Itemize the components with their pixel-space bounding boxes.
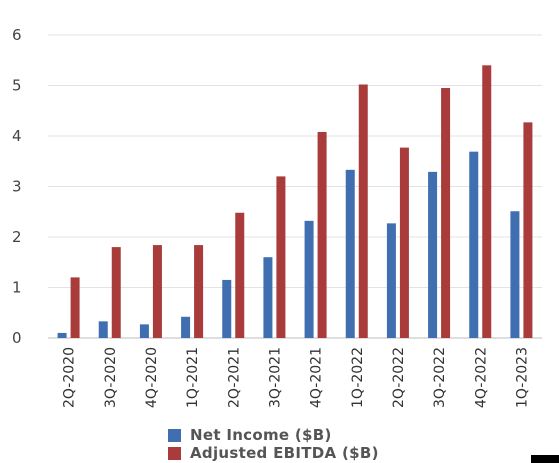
- y-tick-label: 5: [12, 77, 22, 95]
- bar-net-income: [510, 211, 520, 338]
- bar-net-income: [469, 151, 479, 338]
- y-tick-label: 4: [12, 127, 22, 145]
- gridlines: [48, 34, 542, 339]
- y-axis-ticks: 0 1 2 3 4 5 6: [12, 26, 22, 347]
- legend-label-net-income: Net Income ($B): [190, 426, 332, 444]
- x-tick-label: 1Q-2023: [514, 347, 530, 408]
- x-tick-label: 1Q-2022: [350, 347, 366, 408]
- bar-adjusted-ebitda: [399, 147, 409, 338]
- x-tick-label: 2Q-2021: [226, 347, 242, 408]
- bar-net-income: [263, 257, 273, 338]
- y-tick-label: 6: [12, 26, 22, 44]
- x-tick-label: 1Q-2021: [185, 347, 201, 408]
- y-tick-label: 1: [12, 279, 22, 297]
- bar-adjusted-ebitda: [111, 247, 121, 338]
- bar-adjusted-ebitda: [276, 176, 286, 338]
- legend-item-net-income: Net Income ($B): [168, 426, 379, 444]
- bar-net-income: [57, 332, 67, 338]
- bar-net-income: [222, 279, 232, 338]
- bar-net-income: [345, 169, 355, 338]
- bar-net-income: [98, 321, 108, 338]
- x-axis-ticks: 2Q-2020 3Q-2020 4Q-2020 1Q-2021 2Q-2021 3Q-20…: [62, 347, 531, 408]
- bar-net-income: [304, 220, 314, 338]
- bar-adjusted-ebitda: [317, 131, 327, 338]
- legend-swatch-net-income: [168, 428, 181, 442]
- bar-adjusted-ebitda: [482, 65, 492, 339]
- x-tick-label: 2Q-2022: [391, 347, 407, 408]
- x-tick-label: 3Q-2021: [267, 347, 283, 408]
- bar-adjusted-ebitda: [194, 245, 204, 338]
- x-tick-label: 3Q-2022: [432, 347, 448, 408]
- bars: [57, 65, 533, 339]
- legend: Net Income ($B) Adjusted EBITDA ($B): [168, 426, 379, 462]
- bar-adjusted-ebitda: [70, 277, 80, 338]
- bar-adjusted-ebitda: [152, 245, 162, 338]
- bar-net-income: [386, 223, 396, 338]
- legend-swatch-adjusted-ebitda: [168, 446, 181, 460]
- x-tick-label: 2Q-2020: [62, 347, 78, 408]
- y-tick-label: 0: [12, 329, 22, 347]
- legend-item-adjusted-ebitda: Adjusted EBITDA ($B): [168, 444, 379, 462]
- bar-adjusted-ebitda: [441, 88, 451, 339]
- x-tick-label: 3Q-2020: [103, 347, 119, 408]
- corner-mark: [531, 455, 559, 463]
- y-tick-label: 3: [12, 178, 22, 196]
- bar-adjusted-ebitda: [358, 84, 368, 339]
- bar-net-income: [428, 171, 438, 338]
- x-tick-label: 4Q-2022: [473, 347, 489, 408]
- x-tick-label: 4Q-2021: [309, 347, 325, 408]
- y-tick-label: 2: [12, 228, 22, 246]
- bar-net-income: [181, 316, 191, 338]
- bar-adjusted-ebitda: [523, 122, 533, 339]
- bar-adjusted-ebitda: [235, 212, 245, 338]
- legend-label-adjusted-ebitda: Adjusted EBITDA ($B): [190, 444, 379, 462]
- x-tick-label: 4Q-2020: [144, 347, 160, 408]
- bar-net-income: [139, 324, 149, 338]
